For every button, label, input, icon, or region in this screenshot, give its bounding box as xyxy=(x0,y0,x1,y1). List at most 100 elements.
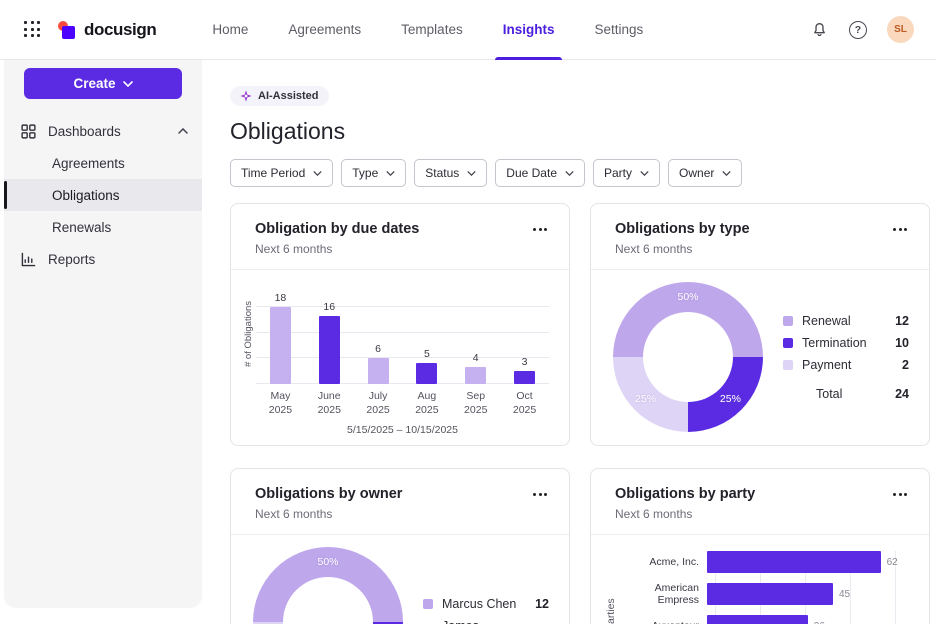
docusign-logo[interactable]: docusign xyxy=(57,19,157,40)
legend-row: Marcus Chen 12 xyxy=(423,597,549,611)
card-menu-icon[interactable] xyxy=(529,224,551,235)
card-title: Obligation by due dates xyxy=(255,221,420,237)
party-label: Acme, Inc. xyxy=(649,556,699,568)
card-title: Obligations by owner xyxy=(255,486,403,502)
gridline xyxy=(256,331,549,333)
bar-chart-plot: 18 16 6 5 4 3 xyxy=(256,284,549,384)
card-menu-icon[interactable] xyxy=(889,224,911,235)
filter-party[interactable]: Party xyxy=(593,159,661,187)
card-menu-icon[interactable] xyxy=(889,489,911,500)
card-subtitle: Next 6 months xyxy=(255,507,333,521)
top-bar: docusign Home Agreements Templates Insig… xyxy=(0,0,936,60)
bar-column: 4 xyxy=(451,352,500,384)
donut-hole xyxy=(283,577,373,624)
nav-item-home[interactable]: Home xyxy=(212,22,249,37)
legend-total-row: Total 24 xyxy=(783,387,909,401)
docusign-logo-text: docusign xyxy=(84,19,157,39)
chart-bar xyxy=(318,315,340,384)
card-obligations-by-party: Obligations by party Next 6 months Parti… xyxy=(590,468,930,624)
notifications-bell-icon[interactable] xyxy=(810,20,829,39)
divider xyxy=(231,269,569,270)
legend-label: James Blackwood xyxy=(442,619,535,624)
tick-month: Aug xyxy=(417,390,437,402)
chart-bar xyxy=(707,615,808,624)
card-subtitle: Next 6 months xyxy=(615,507,693,521)
app-switcher-waffle-icon[interactable] xyxy=(24,21,41,38)
y-axis-label: # of Obligations xyxy=(243,301,254,368)
total-value: 24 xyxy=(895,386,909,401)
tick-year: 2025 xyxy=(464,403,488,416)
filter-time-period[interactable]: Time Period xyxy=(230,159,334,187)
tick-year: 2025 xyxy=(366,403,390,416)
sidebar-item-obligations[interactable]: Obligations xyxy=(4,179,202,211)
divider xyxy=(591,269,929,270)
filter-due-date[interactable]: Due Date xyxy=(495,159,585,187)
type-donut-chart: 50% 25% 25% Renewal 12 Termination 10 Payment 2… xyxy=(591,270,929,432)
nav-item-templates[interactable]: Templates xyxy=(401,22,463,37)
bar-value-label: 3 xyxy=(521,356,528,369)
gridline xyxy=(256,357,549,359)
dashboards-grid-icon xyxy=(20,123,36,139)
owner-donut-chart: 50% Marcus Chen 12 James Blackwood10 xyxy=(231,535,569,624)
bar-column: 3 xyxy=(500,356,549,384)
legend-label: Marcus Chen xyxy=(442,597,517,611)
legend-row: James Blackwood10 xyxy=(423,619,549,624)
card-obligations-by-owner: Obligations by owner Next 6 months 50% M… xyxy=(230,468,570,624)
x-axis-caption: 5/15/2025 – 10/15/2025 xyxy=(347,424,458,437)
legend-value: 2 xyxy=(902,357,909,372)
chart-bar xyxy=(514,371,536,384)
sidebar-item-dashboards[interactable]: Dashboards xyxy=(4,115,202,147)
tick-month: May xyxy=(270,390,291,402)
cards-grid: Obligation by due dates Next 6 months # … xyxy=(230,203,930,624)
legend-label: Termination xyxy=(802,335,867,350)
legend-row: Renewal 12 xyxy=(783,314,909,328)
bar-value-label: 6 xyxy=(375,343,381,356)
active-tab-underline xyxy=(494,56,563,60)
due-dates-chart: # of Obligations 18 16 6 5 4 3 May 2025 June 202… xyxy=(231,270,569,436)
filter-bar: Time Period Type Status Due Date Party O… xyxy=(230,159,930,187)
help-icon[interactable]: ? xyxy=(849,20,867,39)
legend-value: 10 xyxy=(895,335,909,350)
chart-legend: Renewal 12 Termination 10 Payment 2 Total 24 xyxy=(783,314,909,401)
filter-owner[interactable]: Owner xyxy=(668,159,743,187)
bar-value-label: 62 xyxy=(886,556,898,568)
card-title: Obligations by party xyxy=(615,486,756,502)
create-button[interactable]: Create xyxy=(24,68,182,99)
legend-value: 12 xyxy=(895,313,909,328)
reports-chart-icon xyxy=(20,252,36,267)
nav-item-settings[interactable]: Settings xyxy=(594,22,644,37)
filter-status[interactable]: Status xyxy=(414,159,488,187)
main-content: AI-Assisted Obligations Time Period Type… xyxy=(208,60,936,624)
x-tick-label: Aug 2025 xyxy=(402,390,451,417)
x-axis-ticks: May 2025 June 2025 July 2025 Aug 2025 Sep 2025 Oct… xyxy=(256,390,549,417)
legend-label: Renewal xyxy=(802,313,851,328)
chevron-down-icon xyxy=(122,80,133,87)
donut-chart: 50% 25% 25% xyxy=(613,282,763,432)
legend-marker xyxy=(783,315,793,326)
docusign-logo-icon xyxy=(57,20,77,40)
card-obligations-by-type: Obligations by type Next 6 months 50% 25%… xyxy=(590,203,930,446)
gridline xyxy=(850,551,851,624)
legend-marker xyxy=(783,359,793,370)
sidebar-item-agreements[interactable]: Agreements xyxy=(52,155,125,171)
card-obligation-by-due-dates: Obligation by due dates Next 6 months # … xyxy=(230,203,570,446)
tick-month: June xyxy=(317,390,341,402)
user-avatar[interactable]: SL xyxy=(887,16,914,43)
tick-year: 2025 xyxy=(415,403,439,416)
nav-item-agreements[interactable]: Agreements xyxy=(288,22,362,37)
filter-type[interactable]: Type xyxy=(341,159,407,187)
primary-nav: Home Agreements Templates Insights Setti… xyxy=(192,0,663,60)
nav-item-insights[interactable]: Insights xyxy=(483,0,575,60)
chart-bar xyxy=(416,362,438,384)
sidebar-item-reports[interactable]: Reports xyxy=(4,243,202,275)
sidebar-item-renewals[interactable]: Renewals xyxy=(52,219,112,235)
legend-row: Termination 10 xyxy=(783,336,909,350)
card-menu-icon[interactable] xyxy=(529,489,551,500)
legend-row: Payment 2 xyxy=(783,358,909,372)
hbar-row: Axxentour 36 xyxy=(619,615,909,624)
card-subtitle: Next 6 months xyxy=(615,242,693,256)
chevron-down-icon xyxy=(386,170,395,176)
chart-bar xyxy=(269,307,291,384)
gridline xyxy=(256,383,549,384)
chevron-down-icon xyxy=(565,170,574,176)
